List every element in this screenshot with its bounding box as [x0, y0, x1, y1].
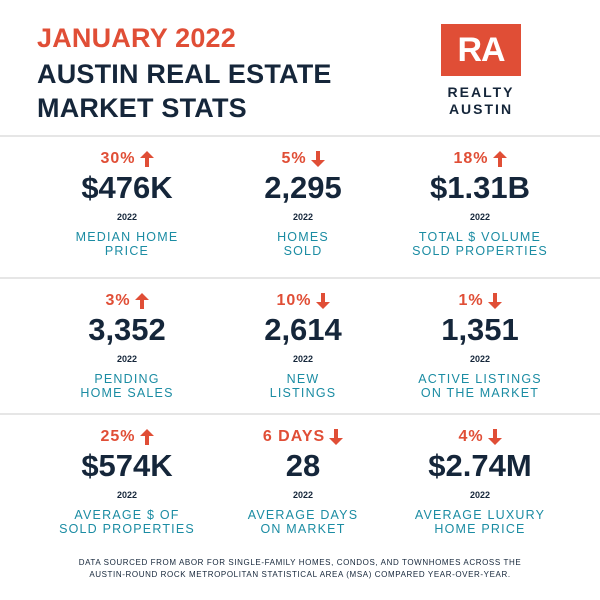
- divider: [0, 135, 600, 137]
- stat-value: 1,351: [441, 312, 519, 347]
- stat-label-line-2: LISTINGS: [269, 386, 337, 400]
- stat-change-value: 30%: [100, 150, 136, 167]
- stat-year: 2022: [116, 354, 138, 364]
- footer-line-2: AUSTIN-ROUND ROCK METROPOLITAN STATISTIC…: [89, 570, 511, 579]
- stat-year: 2022: [292, 212, 314, 222]
- stat-label-line-1: ACTIVE LISTINGS: [418, 372, 542, 386]
- arrow-down-icon: [487, 293, 502, 309]
- stat-label-line-1: HOMES: [277, 230, 329, 244]
- stat-label-line-1: AVERAGE DAYS: [247, 508, 359, 522]
- stat-value: 3,352: [88, 312, 166, 347]
- stat-year: 2022: [116, 490, 138, 500]
- stat-change: 4%: [380, 428, 580, 446]
- stat-label-line-2: SOLD: [283, 244, 323, 258]
- stat-change-value: 25%: [100, 428, 136, 445]
- stat-year: 2022: [469, 212, 491, 222]
- stat-value: $476K: [81, 170, 173, 205]
- stat-card: 10% 2,614 2022 NEW LISTINGS: [203, 292, 403, 404]
- stat-label-line-1: MEDIAN HOME: [75, 230, 179, 244]
- stat-label-line-2: PRICE: [104, 244, 150, 258]
- footer-note: DATA SOURCED FROM ABOR FOR SINGLE-FAMILY…: [40, 557, 560, 581]
- stat-label-line-1: AVERAGE $ OF: [74, 508, 180, 522]
- stat-value: 2,295: [264, 170, 342, 205]
- stat-label-line-1: NEW: [286, 372, 320, 386]
- stat-year: 2022: [292, 490, 314, 500]
- stat-change-value: 1%: [458, 292, 484, 309]
- stat-card: 30% $476K 2022 MEDIAN HOME PRICE: [27, 150, 227, 262]
- arrow-up-icon: [492, 151, 507, 167]
- arrow-up-icon: [139, 429, 154, 445]
- stat-value: $2.74M: [428, 448, 532, 483]
- logo-text-realty: REALTY: [447, 84, 515, 100]
- stat-change: 10%: [203, 292, 403, 310]
- title-month: JANUARY 2022: [37, 23, 236, 53]
- stat-label-line-1: TOTAL $ VOLUME: [418, 230, 542, 244]
- stat-card: 6 DAYS 28 2022 AVERAGE DAYS ON MARKET: [203, 428, 403, 540]
- arrow-up-icon: [139, 151, 154, 167]
- stat-change-value: 4%: [458, 428, 484, 445]
- stat-label-line-2: ON MARKET: [260, 522, 346, 536]
- stat-value: 28: [285, 448, 321, 483]
- stat-change: 1%: [380, 292, 580, 310]
- stat-card: 1% 1,351 2022 ACTIVE LISTINGS ON THE MARKET: [380, 292, 580, 404]
- title-line-2: MARKET STATS: [37, 93, 247, 123]
- realty-austin-logo: RA: [441, 24, 521, 76]
- stat-value: $574K: [81, 448, 173, 483]
- header: JANUARY 2022 AUSTIN REAL ESTATE MARKET S…: [0, 0, 600, 134]
- stat-label-line-2: HOME PRICE: [434, 522, 526, 536]
- stat-year: 2022: [469, 354, 491, 364]
- stat-label-line-1: PENDING: [94, 372, 160, 386]
- stat-change-value: 3%: [105, 292, 131, 309]
- stat-value: $1.31B: [430, 170, 530, 205]
- stat-label-line-2: SOLD PROPERTIES: [412, 244, 548, 258]
- stat-label-line-2: ON THE MARKET: [420, 386, 540, 400]
- stat-change: 3%: [27, 292, 227, 310]
- stat-change: 30%: [27, 150, 227, 168]
- stat-label-line-2: SOLD PROPERTIES: [59, 522, 195, 536]
- arrow-down-icon: [487, 429, 502, 445]
- stat-label-line-1: AVERAGE LUXURY: [414, 508, 546, 522]
- stat-change: 18%: [380, 150, 580, 168]
- stat-card: 5% 2,295 2022 HOMES SOLD: [203, 150, 403, 262]
- stat-value: 2,614: [264, 312, 342, 347]
- stat-change: 25%: [27, 428, 227, 446]
- stat-year: 2022: [116, 212, 138, 222]
- stat-change: 5%: [203, 150, 403, 168]
- stat-change-value: 10%: [276, 292, 312, 309]
- stat-card: 25% $574K 2022 AVERAGE $ OF SOLD PROPERTIES: [27, 428, 227, 540]
- title-line-1: AUSTIN REAL ESTATE: [37, 59, 332, 89]
- footer-line-1: DATA SOURCED FROM ABOR FOR SINGLE-FAMILY…: [78, 558, 522, 567]
- stat-year: 2022: [469, 490, 491, 500]
- stat-card: 3% 3,352 2022 PENDING HOME SALES: [27, 292, 227, 404]
- stat-label-line-2: HOME SALES: [80, 386, 174, 400]
- stat-year: 2022: [292, 354, 314, 364]
- arrow-down-icon: [310, 151, 325, 167]
- divider: [0, 413, 600, 415]
- stat-change: 6 DAYS: [203, 428, 403, 446]
- stat-change-value: 18%: [453, 150, 489, 167]
- logo-text-austin: AUSTIN: [448, 101, 514, 117]
- arrow-up-icon: [134, 293, 149, 309]
- arrow-down-icon: [329, 429, 344, 445]
- stat-change-value: 6 DAYS: [262, 428, 326, 445]
- stat-change-value: 5%: [281, 150, 307, 167]
- stat-card: 4% $2.74M 2022 AVERAGE LUXURY HOME PRICE: [380, 428, 580, 540]
- stat-card: 18% $1.31B 2022 TOTAL $ VOLUME SOLD PROPERTI…: [380, 150, 580, 262]
- divider: [0, 277, 600, 279]
- arrow-down-icon: [315, 293, 330, 309]
